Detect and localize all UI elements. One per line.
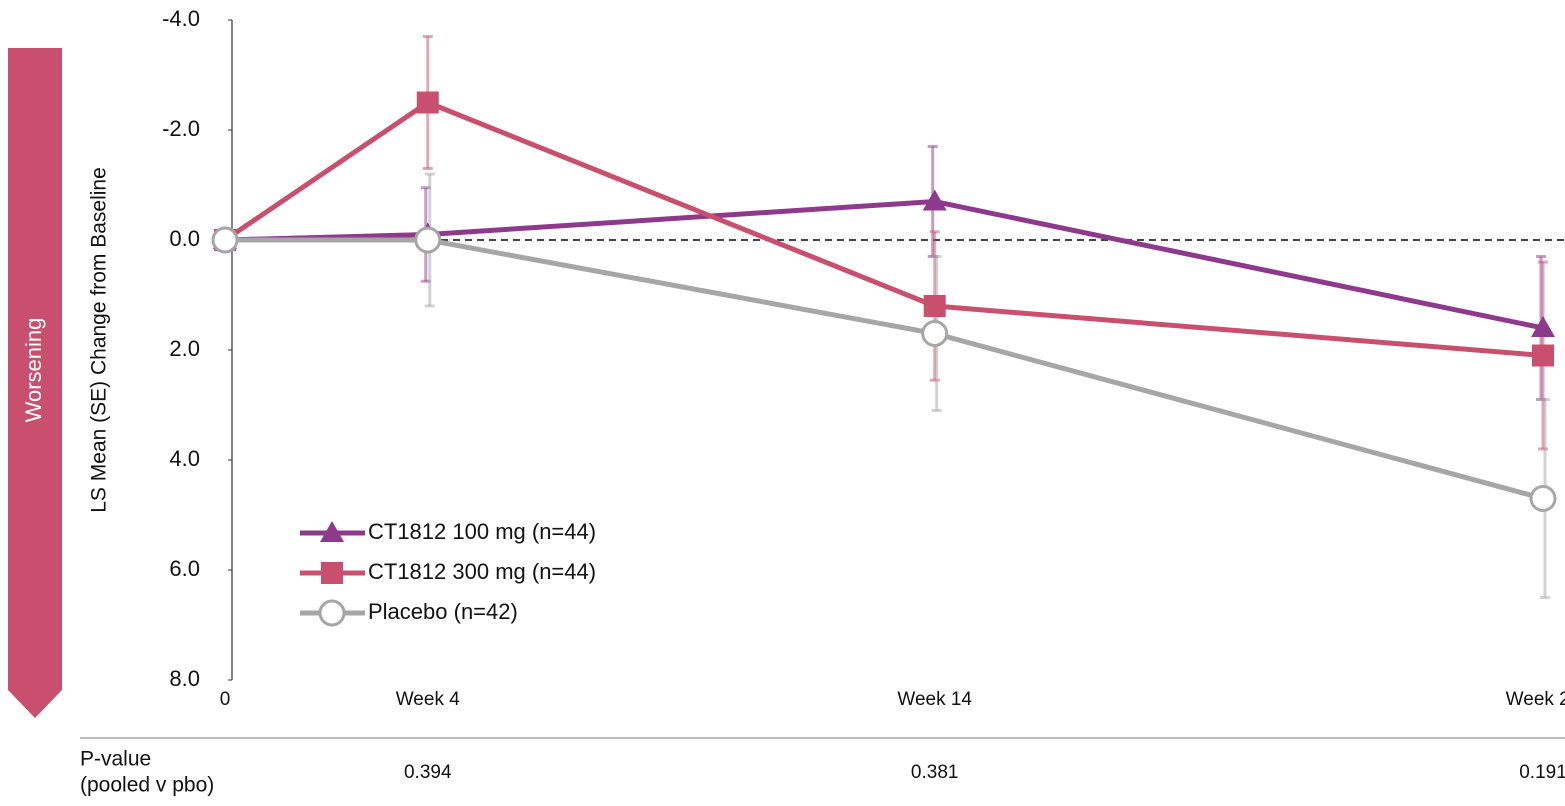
legend-label: CT1812 100 mg (n=44) [368, 519, 596, 544]
x-tick-label: Week 4 [396, 689, 461, 710]
p-value-label: P-value [80, 748, 151, 771]
marker [416, 91, 439, 114]
x-tick-label: 0 [220, 689, 231, 710]
y-tick-label: -2.0 [162, 116, 200, 141]
legend-marker [318, 599, 346, 627]
x-tick-label: Week 26 [1506, 689, 1565, 710]
x-tick-label: Week 14 [897, 689, 972, 710]
p-value: 0.191 [1519, 762, 1565, 783]
marker [922, 189, 947, 211]
legend-label: Placebo (n=42) [368, 599, 518, 624]
marker [923, 295, 946, 317]
p-value: 0.394 [404, 762, 452, 783]
marker [211, 226, 239, 254]
marker [414, 226, 442, 254]
y-tick-label: 2.0 [169, 336, 200, 361]
marker [1529, 485, 1557, 512]
y-axis-label: LS Mean (SE) Change from Baseline [88, 167, 111, 513]
legend-marker [320, 521, 344, 542]
marker [921, 320, 949, 347]
y-tick-label: 4.0 [169, 446, 200, 471]
y-tick-label: 8.0 [169, 666, 200, 691]
marker [1531, 316, 1555, 337]
series-line [224, 198, 1544, 331]
series-line [223, 99, 1544, 358]
y-tick-label: 6.0 [169, 556, 200, 581]
y-tick-label: -4.0 [162, 6, 200, 31]
series-line [225, 237, 1544, 501]
y-tick-label: 0.0 [169, 226, 200, 251]
legend-label: CT1812 300 mg (n=44) [368, 559, 596, 584]
p-value: 0.381 [911, 762, 959, 783]
legend-marker [321, 562, 343, 584]
side-label: Worsening [21, 318, 46, 423]
p-value-sublabel: (pooled v pbo) [80, 774, 214, 797]
worsening-arrow [8, 48, 62, 718]
marker [1532, 344, 1554, 367]
